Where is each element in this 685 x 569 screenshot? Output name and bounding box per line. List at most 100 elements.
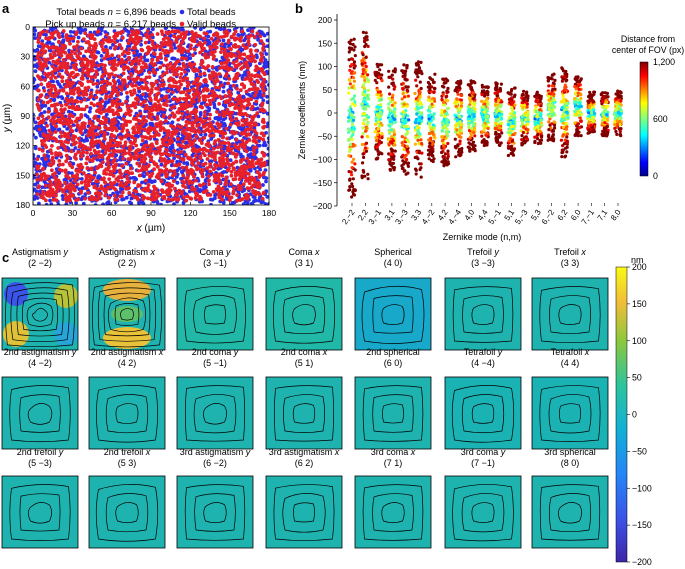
zernike-mode-column bbox=[400, 63, 411, 176]
panel-b-ytick-label: 0 bbox=[327, 108, 332, 118]
panel-c-colorbar-tick-label: 0 bbox=[632, 410, 637, 420]
map-contour-line bbox=[283, 394, 325, 433]
map-frame bbox=[176, 277, 254, 351]
map-contour-line bbox=[193, 294, 237, 335]
panel-b-xtick-label: 3,−1 bbox=[367, 208, 384, 227]
map-title: Spherical bbox=[374, 247, 412, 257]
panel-c-colorbar-ticks: 200 150 100 50 0 −50 −100 −150 −200 bbox=[627, 262, 652, 567]
panel-a-xtick-label: 90 bbox=[146, 208, 156, 218]
map-frame bbox=[265, 376, 343, 450]
map-mode: (7 1) bbox=[384, 458, 403, 468]
panel-b-scatter bbox=[346, 30, 624, 199]
map-title: Astigmatism y bbox=[12, 247, 69, 257]
map-background bbox=[355, 476, 431, 548]
panel-c-colorbar-tick-label: −100 bbox=[632, 483, 652, 493]
map-contour-line bbox=[95, 484, 159, 542]
map-title: 2nd coma x bbox=[281, 347, 328, 357]
map-title: Tetrafoil x bbox=[551, 347, 590, 357]
map-contour-line bbox=[362, 484, 424, 541]
zernike-mode-column bbox=[586, 90, 597, 135]
map-contour-line bbox=[204, 304, 226, 325]
map-contour-line bbox=[452, 484, 514, 542]
map-low-lobe bbox=[111, 306, 143, 322]
panel-a-xtick-label: 150 bbox=[223, 208, 237, 218]
map-low-lobe bbox=[54, 322, 78, 346]
panel-c-colorbar bbox=[615, 266, 628, 563]
zernike-mode-column bbox=[493, 81, 504, 147]
aberration-map: 3rd astigmatism x(6 2) bbox=[265, 447, 343, 549]
map-contour-line bbox=[107, 297, 147, 333]
aberration-map: Spherical(4 0) bbox=[354, 247, 432, 351]
panel-b-ytick-label: −200 bbox=[313, 201, 332, 211]
map-frame bbox=[1, 376, 79, 450]
map-contour-line bbox=[558, 502, 582, 524]
map-contour-line bbox=[274, 385, 334, 442]
map-contour-line bbox=[471, 502, 495, 523]
map-background bbox=[355, 377, 431, 449]
map-background bbox=[177, 377, 253, 449]
map-frame bbox=[88, 376, 166, 450]
legend-valid-marker bbox=[179, 21, 185, 27]
panel-b-xtick-label: 6,−2 bbox=[540, 208, 557, 227]
panel-b-colorbar-title-1: Distance from bbox=[621, 34, 675, 44]
zernike-mode-column bbox=[612, 89, 624, 138]
map-frame bbox=[176, 475, 254, 549]
map-contour-line bbox=[471, 304, 495, 325]
map-contours bbox=[272, 286, 336, 344]
map-contour-line bbox=[26, 302, 54, 327]
map-background bbox=[355, 278, 431, 350]
map-mode: (3 3) bbox=[561, 258, 580, 268]
map-background bbox=[532, 476, 608, 548]
map-contour-line bbox=[559, 403, 581, 424]
zernike-mode-column bbox=[360, 30, 371, 181]
zernike-mode-column bbox=[599, 91, 610, 138]
map-contours bbox=[452, 286, 514, 343]
map-background bbox=[177, 476, 253, 548]
map-title: Coma y bbox=[199, 247, 231, 257]
panel-b-ytick-label: −50 bbox=[318, 131, 333, 141]
aberration-map: 2nd coma y(5 −1) bbox=[176, 347, 254, 450]
map-frame bbox=[88, 475, 166, 549]
map-title: 3rd astigmatism x bbox=[269, 447, 340, 457]
map-frame bbox=[1, 475, 79, 549]
panel-b-ytick-label: −150 bbox=[313, 178, 332, 188]
map-contour-line bbox=[203, 502, 227, 524]
aberration-map: 2nd trefoil y(5 −3) bbox=[1, 447, 79, 549]
panel-b-yticks: 200 150 100 50 0 −50 −100 −150 −200 bbox=[313, 15, 337, 211]
panel-c-colorbar-tick-label: −50 bbox=[632, 446, 647, 456]
map-title: 2nd astigmatism y bbox=[4, 347, 77, 357]
map-contours bbox=[96, 385, 158, 443]
map-contour-line bbox=[5, 282, 75, 348]
map-contour-line bbox=[539, 385, 601, 442]
map-mode: (4 0) bbox=[384, 258, 403, 268]
map-frame bbox=[531, 475, 609, 549]
panel-b-ytick-label: 50 bbox=[323, 85, 333, 95]
zernike-mode-column bbox=[387, 67, 397, 172]
map-contours bbox=[361, 285, 425, 344]
map-contour-line bbox=[471, 403, 495, 424]
zernike-mode-column bbox=[466, 79, 477, 153]
map-title: Tetrafoil y bbox=[464, 347, 503, 357]
panel-c-colorbar-tick-label: −200 bbox=[632, 557, 652, 567]
panel-b-ytick-label: 200 bbox=[318, 15, 332, 25]
map-contour-line bbox=[96, 385, 158, 443]
aberration-map: Astigmatism y(2 −2) bbox=[1, 247, 79, 351]
map-mode: (2 −2) bbox=[28, 258, 52, 268]
aberration-map: 2nd spherical(6 0) bbox=[354, 347, 432, 450]
map-mode: (3 −3) bbox=[471, 258, 495, 268]
map-contour-line bbox=[372, 394, 414, 433]
map-contour-line bbox=[293, 502, 315, 523]
map-frame bbox=[1, 277, 79, 351]
map-background bbox=[532, 278, 608, 350]
map-frame bbox=[354, 376, 432, 450]
panel-b-xtick-label: 7,−1 bbox=[580, 208, 597, 227]
panel-b-ytick-label: 150 bbox=[318, 38, 332, 48]
map-contour-line bbox=[539, 286, 601, 344]
panel-c-unit: nm bbox=[631, 255, 644, 265]
panel-a-xtick-label: 180 bbox=[262, 208, 276, 218]
map-title: 2nd astigmatism x bbox=[91, 347, 164, 357]
zernike-mode-column bbox=[373, 62, 384, 161]
map-background bbox=[266, 377, 342, 449]
zernike-mode-column bbox=[519, 89, 531, 147]
